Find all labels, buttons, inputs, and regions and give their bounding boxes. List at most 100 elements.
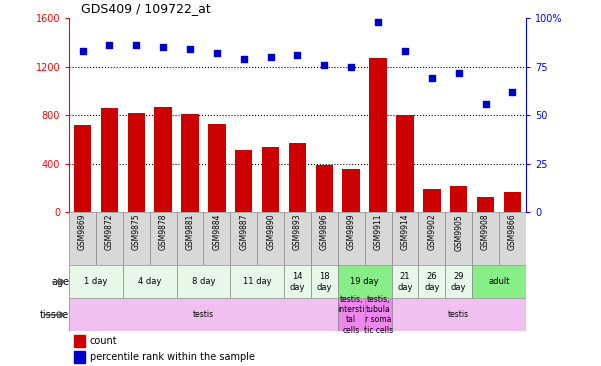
Text: 11 day: 11 day [243,277,272,286]
Bar [311,212,338,265]
Point [400,48,410,54]
Point [481,101,490,107]
Text: 14
day: 14 day [290,272,305,292]
Text: GSM9887: GSM9887 [239,214,248,250]
Bar [499,212,526,265]
Point [212,50,222,56]
Bar [391,298,526,331]
Bar [74,335,85,347]
Bar [343,169,360,212]
Text: GSM9893: GSM9893 [293,214,302,250]
Bar [472,212,499,265]
Text: age: age [51,277,69,287]
Bar [288,143,307,212]
Bar [69,212,96,265]
Text: 8 day: 8 day [192,277,215,286]
Bar [235,150,252,212]
Text: testis: testis [448,310,469,319]
Bar [316,165,333,212]
Text: GSM9866: GSM9866 [508,214,517,250]
Text: GDS409 / 109722_at: GDS409 / 109722_at [81,1,211,15]
Bar [182,114,199,212]
Bar [418,212,445,265]
Point [239,56,249,62]
Point [346,64,356,70]
Text: 1 day: 1 day [84,277,108,286]
Bar [262,147,279,212]
Bar [101,108,118,212]
Point [293,52,302,58]
Text: GSM9884: GSM9884 [212,214,221,250]
Text: 4 day: 4 day [138,277,162,286]
Text: count: count [90,336,117,346]
Bar [204,212,230,265]
Bar [365,298,391,331]
Text: 19 day: 19 day [350,277,379,286]
Bar [123,265,177,298]
Bar [74,125,91,212]
Point [185,46,195,52]
Point [454,70,463,75]
Bar [230,212,257,265]
Bar [365,212,391,265]
Text: GSM9875: GSM9875 [132,214,141,250]
Bar [150,212,177,265]
Text: GSM9911: GSM9911 [374,214,383,250]
Text: GSM9878: GSM9878 [159,214,168,250]
Point [266,54,275,60]
Text: testis: testis [193,310,214,319]
Bar [177,265,230,298]
Bar [504,192,521,212]
Text: 18
day: 18 day [317,272,332,292]
Point [373,19,383,25]
Bar [127,113,145,212]
Bar [338,265,391,298]
Bar [208,124,225,212]
Text: GSM9896: GSM9896 [320,214,329,250]
Point [427,75,437,81]
Bar [96,212,123,265]
Point [158,44,168,50]
Bar [69,298,338,331]
Text: 21
day: 21 day [397,272,413,292]
Point [105,42,114,48]
Text: 26
day: 26 day [424,272,439,292]
Text: GSM9872: GSM9872 [105,214,114,250]
Point [132,42,141,48]
Text: GSM9881: GSM9881 [186,214,195,250]
Text: GSM9890: GSM9890 [266,214,275,250]
Bar [284,265,311,298]
Bar [284,212,311,265]
Text: GSM9899: GSM9899 [347,214,356,250]
Bar [450,186,468,212]
Text: testis,
intersti
tal
cells: testis, intersti tal cells [338,295,365,335]
Text: tissue: tissue [40,310,69,320]
Point [508,89,517,95]
Text: testis,
tubula
r soma
tic cells: testis, tubula r soma tic cells [364,295,392,335]
Bar [338,212,365,265]
Bar [311,265,338,298]
Point [320,62,329,68]
Text: percentile rank within the sample: percentile rank within the sample [90,352,255,362]
Bar [177,212,204,265]
Text: GSM9908: GSM9908 [481,214,490,250]
Bar [418,265,445,298]
Bar [123,212,150,265]
Text: adult: adult [488,277,510,286]
Text: GSM9869: GSM9869 [78,214,87,250]
Bar [154,107,172,212]
Point [78,48,87,54]
Bar [257,212,284,265]
Text: GSM9902: GSM9902 [427,214,436,250]
Bar [338,298,365,331]
Bar [445,265,472,298]
Bar [370,58,387,212]
Bar [391,265,418,298]
Bar [423,189,441,212]
Bar [472,265,526,298]
Bar [391,212,418,265]
Bar [230,265,284,298]
Bar [69,265,123,298]
Text: GSM9914: GSM9914 [400,214,409,250]
Bar [74,351,85,363]
